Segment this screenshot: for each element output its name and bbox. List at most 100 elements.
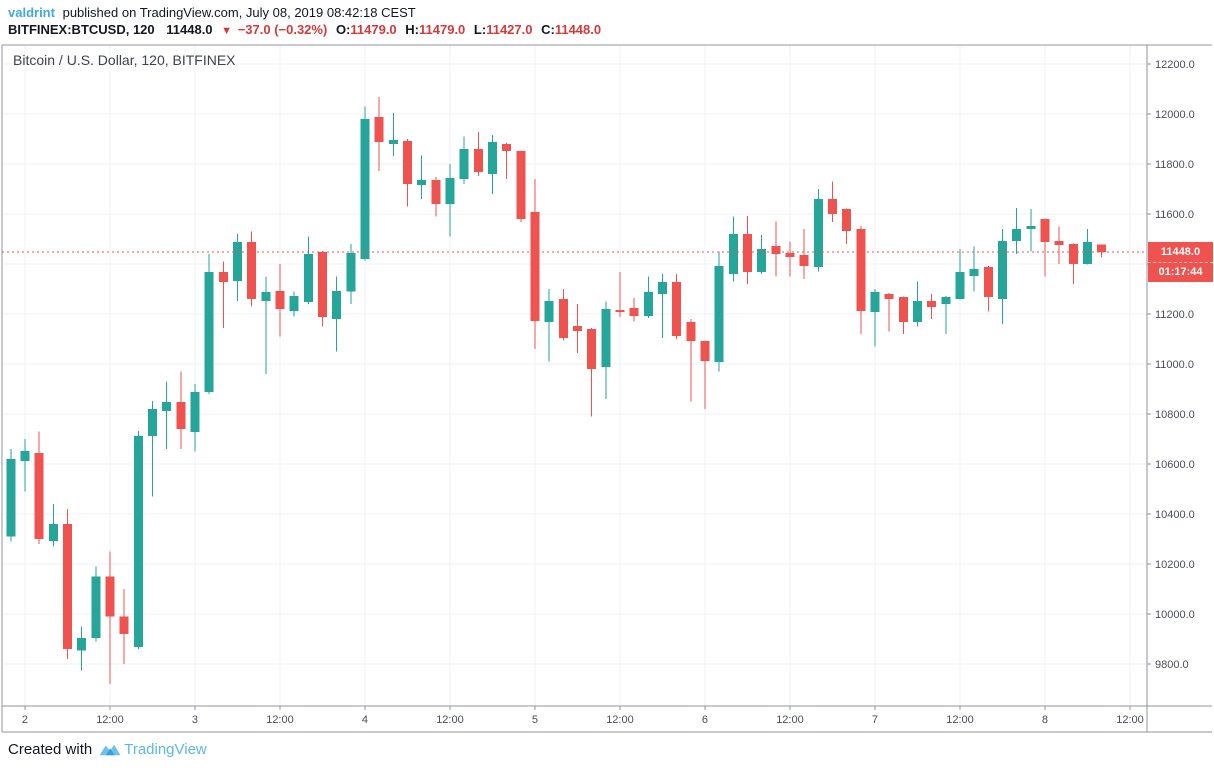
candle[interactable] bbox=[289, 291, 299, 317]
candle[interactable] bbox=[431, 177, 441, 217]
candle[interactable] bbox=[346, 244, 356, 304]
candle[interactable] bbox=[742, 216, 752, 284]
candle[interactable] bbox=[785, 241, 795, 277]
candle[interactable] bbox=[898, 296, 908, 335]
candle[interactable] bbox=[728, 216, 738, 282]
candle-body bbox=[927, 301, 937, 307]
candle[interactable] bbox=[813, 189, 823, 272]
candle[interactable] bbox=[218, 261, 228, 328]
candle[interactable] bbox=[714, 251, 724, 372]
candle[interactable] bbox=[1068, 243, 1078, 285]
price-axis[interactable]: 12200.012000.011800.011600.011400.011200… bbox=[1147, 59, 1195, 671]
candle[interactable] bbox=[473, 132, 483, 176]
candle[interactable] bbox=[1012, 207, 1022, 254]
candle[interactable] bbox=[317, 251, 327, 327]
candle[interactable] bbox=[1097, 244, 1107, 258]
candle[interactable] bbox=[1040, 218, 1050, 277]
candle[interactable] bbox=[417, 155, 427, 199]
candle[interactable] bbox=[700, 340, 710, 409]
candle[interactable] bbox=[601, 301, 611, 400]
candle[interactable] bbox=[955, 249, 965, 300]
candle[interactable] bbox=[402, 139, 412, 207]
candle[interactable] bbox=[147, 401, 157, 497]
candle[interactable] bbox=[686, 319, 696, 402]
candle[interactable] bbox=[261, 276, 271, 375]
candle[interactable] bbox=[558, 289, 568, 341]
candle[interactable] bbox=[502, 142, 512, 179]
candle-body bbox=[601, 309, 611, 367]
candle-body bbox=[289, 296, 299, 311]
candle[interactable] bbox=[969, 246, 979, 292]
candle[interactable] bbox=[827, 181, 837, 223]
tradingview-brand-link[interactable]: TradingView bbox=[124, 741, 207, 758]
candle[interactable] bbox=[516, 150, 526, 222]
candle[interactable] bbox=[487, 135, 497, 194]
candle[interactable] bbox=[884, 292, 894, 332]
candle[interactable] bbox=[48, 504, 58, 547]
candle[interactable] bbox=[1026, 209, 1036, 252]
candle[interactable] bbox=[204, 254, 214, 394]
candle[interactable] bbox=[105, 551, 115, 685]
candle[interactable] bbox=[941, 296, 951, 334]
candle[interactable] bbox=[615, 272, 625, 317]
candle[interactable] bbox=[247, 231, 257, 307]
candle[interactable] bbox=[303, 236, 313, 305]
candle-body bbox=[955, 272, 965, 299]
candle[interactable] bbox=[77, 626, 87, 671]
time-axis[interactable]: 2 12:00 3 12:00 4 12:00 5 12:00 6 12:00 7 12:00 8 12:… bbox=[22, 706, 1144, 726]
candle[interactable] bbox=[856, 226, 866, 334]
candle[interactable] bbox=[176, 371, 186, 450]
candle[interactable] bbox=[388, 113, 398, 156]
candle-body bbox=[91, 576, 101, 638]
candle[interactable] bbox=[275, 264, 285, 337]
candle[interactable] bbox=[62, 509, 72, 659]
candle[interactable] bbox=[587, 327, 597, 417]
x-axis-label: 12:00 bbox=[266, 714, 294, 726]
candle[interactable] bbox=[771, 221, 781, 277]
candle[interactable] bbox=[657, 274, 667, 338]
candle[interactable] bbox=[629, 297, 639, 322]
candle[interactable] bbox=[232, 234, 242, 301]
candle[interactable] bbox=[870, 289, 880, 347]
candle-body bbox=[870, 292, 880, 312]
candle[interactable] bbox=[643, 276, 653, 318]
candle-body bbox=[657, 282, 667, 294]
candle[interactable] bbox=[927, 294, 937, 319]
candle[interactable] bbox=[360, 106, 370, 261]
candle[interactable] bbox=[459, 136, 469, 185]
candle-body bbox=[530, 212, 540, 321]
candle[interactable] bbox=[912, 281, 922, 327]
candle[interactable] bbox=[34, 431, 44, 545]
candle[interactable] bbox=[162, 381, 172, 450]
x-axis-label: 12:00 bbox=[436, 714, 464, 726]
candle[interactable] bbox=[544, 289, 554, 362]
candle-body bbox=[402, 141, 412, 184]
candle[interactable] bbox=[133, 431, 143, 649]
candle[interactable] bbox=[997, 229, 1007, 324]
candle[interactable] bbox=[190, 384, 200, 452]
candle[interactable] bbox=[6, 449, 16, 542]
publish-text: published on TradingView.com, July 08, 2… bbox=[62, 5, 416, 20]
candle[interactable] bbox=[672, 274, 682, 339]
candle[interactable] bbox=[799, 229, 809, 279]
close-value: 11448.0 bbox=[554, 22, 602, 37]
candle[interactable] bbox=[91, 566, 101, 642]
candle-body bbox=[388, 140, 398, 144]
candle-body bbox=[856, 229, 866, 311]
candle[interactable] bbox=[1082, 229, 1092, 265]
candle[interactable] bbox=[1054, 226, 1064, 265]
candle[interactable] bbox=[757, 235, 767, 274]
candle[interactable] bbox=[842, 208, 852, 245]
author-link[interactable]: valdrint bbox=[8, 5, 55, 20]
candle[interactable] bbox=[572, 304, 582, 353]
y-axis-label: 10800.0 bbox=[1155, 409, 1195, 421]
candle[interactable] bbox=[445, 164, 455, 237]
candle[interactable] bbox=[119, 589, 129, 664]
candle[interactable] bbox=[20, 439, 30, 492]
candle[interactable] bbox=[983, 266, 993, 312]
candle[interactable] bbox=[530, 179, 540, 349]
candle[interactable] bbox=[374, 97, 384, 171]
candle[interactable] bbox=[332, 276, 342, 352]
candle-body bbox=[728, 234, 738, 274]
